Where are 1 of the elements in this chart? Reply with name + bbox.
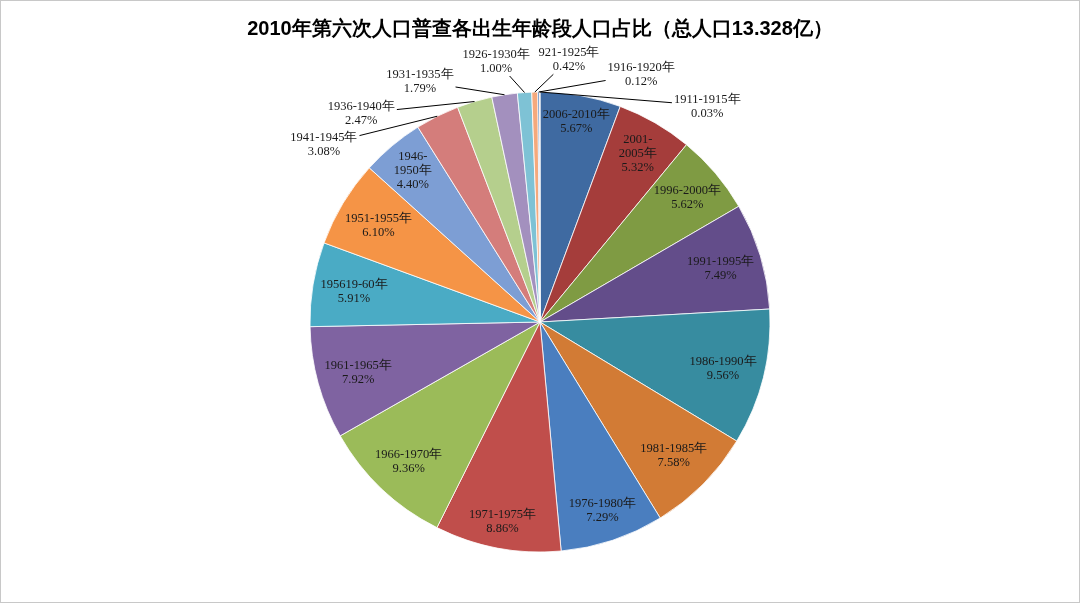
title: 2010年第六次人口普查各出生年龄段人口占比（总人口13.328亿） bbox=[247, 17, 833, 39]
